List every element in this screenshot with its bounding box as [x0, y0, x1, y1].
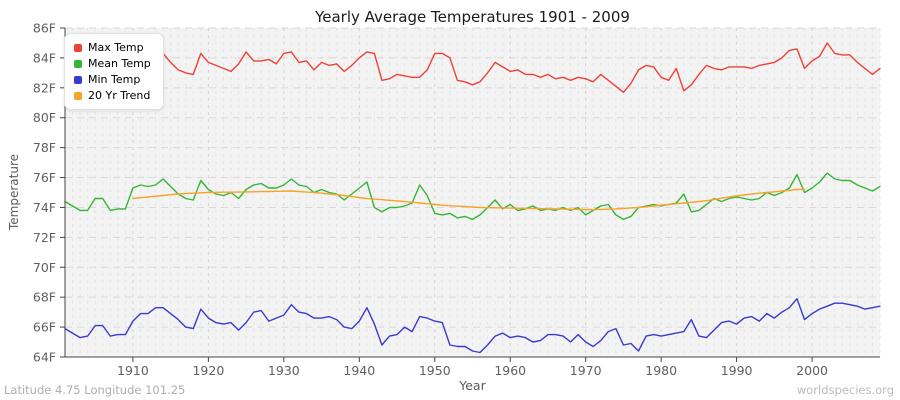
series-20-yr-trend-line	[132, 188, 806, 211]
y-axis-label: Temperature	[7, 154, 21, 231]
legend-item-max-temp: Max Temp	[74, 41, 151, 54]
series-max-temp-line	[64, 42, 881, 94]
svg-text:1990: 1990	[721, 363, 753, 378]
svg-text:74F: 74F	[33, 200, 56, 215]
svg-text:1910: 1910	[117, 363, 149, 378]
legend-label: 20 Yr Trend	[88, 89, 151, 102]
svg-text:82F: 82F	[33, 80, 56, 95]
svg-text:80F: 80F	[33, 110, 56, 125]
svg-text:1980: 1980	[645, 363, 677, 378]
svg-text:2000: 2000	[796, 363, 828, 378]
svg-text:1960: 1960	[494, 363, 526, 378]
legend-item-min-temp: Min Temp	[74, 73, 151, 86]
coordinates-caption: Latitude 4.75 Longitude 101.25	[4, 383, 186, 397]
svg-text:84F: 84F	[33, 50, 56, 65]
svg-text:66F: 66F	[33, 320, 56, 335]
watermark: worldspecies.org	[796, 383, 894, 397]
legend-item-20yr-trend: 20 Yr Trend	[74, 89, 151, 102]
trend-swatch-icon	[74, 91, 82, 100]
x-axis-label: Year	[459, 378, 486, 393]
svg-text:76F: 76F	[33, 170, 56, 185]
svg-text:72F: 72F	[33, 230, 56, 245]
x-gridlines	[64, 28, 881, 357]
svg-text:70F: 70F	[33, 260, 56, 275]
y-gridlines	[65, 27, 880, 328]
mean-temp-swatch-icon	[74, 59, 82, 68]
chart-title: Yearly Average Temperatures 1901 - 2009	[315, 8, 630, 26]
y-axis-ticks: 64F 66F 68F 70F 72F 74F 76F 78F 80F 82F 84F 86F	[33, 21, 65, 365]
svg-text:86F: 86F	[33, 21, 56, 36]
legend-label: Max Temp	[88, 41, 144, 54]
series-mean-temp-line	[64, 172, 881, 221]
series-min-temp-line	[64, 298, 881, 354]
svg-text:1970: 1970	[570, 363, 602, 378]
min-temp-swatch-icon	[74, 75, 82, 84]
legend: Max Temp Mean Temp Min Temp 20 Yr Trend	[64, 33, 164, 110]
legend-item-mean-temp: Mean Temp	[74, 57, 151, 70]
svg-text:64F: 64F	[33, 350, 56, 365]
legend-label: Mean Temp	[88, 57, 151, 70]
svg-text:1920: 1920	[192, 363, 224, 378]
legend-label: Min Temp	[88, 73, 141, 86]
svg-text:78F: 78F	[33, 140, 56, 155]
svg-text:1940: 1940	[343, 363, 375, 378]
svg-text:1950: 1950	[419, 363, 451, 378]
max-temp-swatch-icon	[74, 43, 82, 52]
x-axis-ticks: 1910 1920 1930 1940 1950 1960 1970 1980 1990 2000	[117, 357, 828, 378]
svg-text:1930: 1930	[268, 363, 300, 378]
svg-text:68F: 68F	[33, 290, 56, 305]
